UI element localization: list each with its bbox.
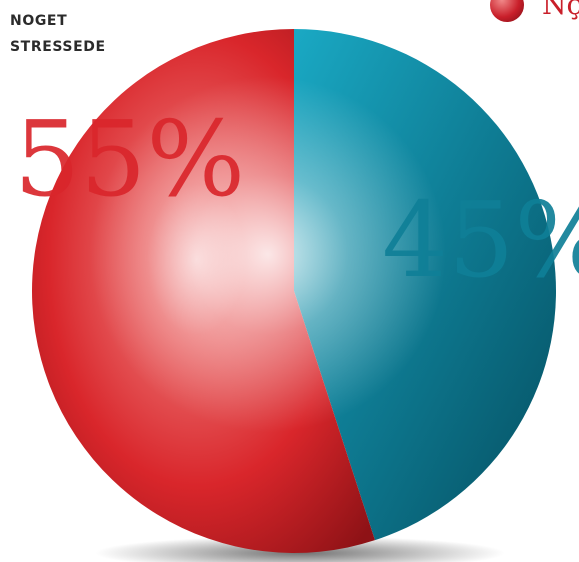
pie-gloss <box>32 29 556 553</box>
pie-slice-label-0: 45% <box>382 179 579 301</box>
legend-title: NOGET STRESSEDE <box>10 13 106 55</box>
brand-logo: Nç <box>490 0 579 24</box>
pie-slice-label-1: 55% <box>14 98 245 220</box>
pie-labels: 45% 55% <box>14 98 579 301</box>
brand-text: Nç <box>542 0 579 21</box>
brand-mark-icon <box>490 0 524 22</box>
